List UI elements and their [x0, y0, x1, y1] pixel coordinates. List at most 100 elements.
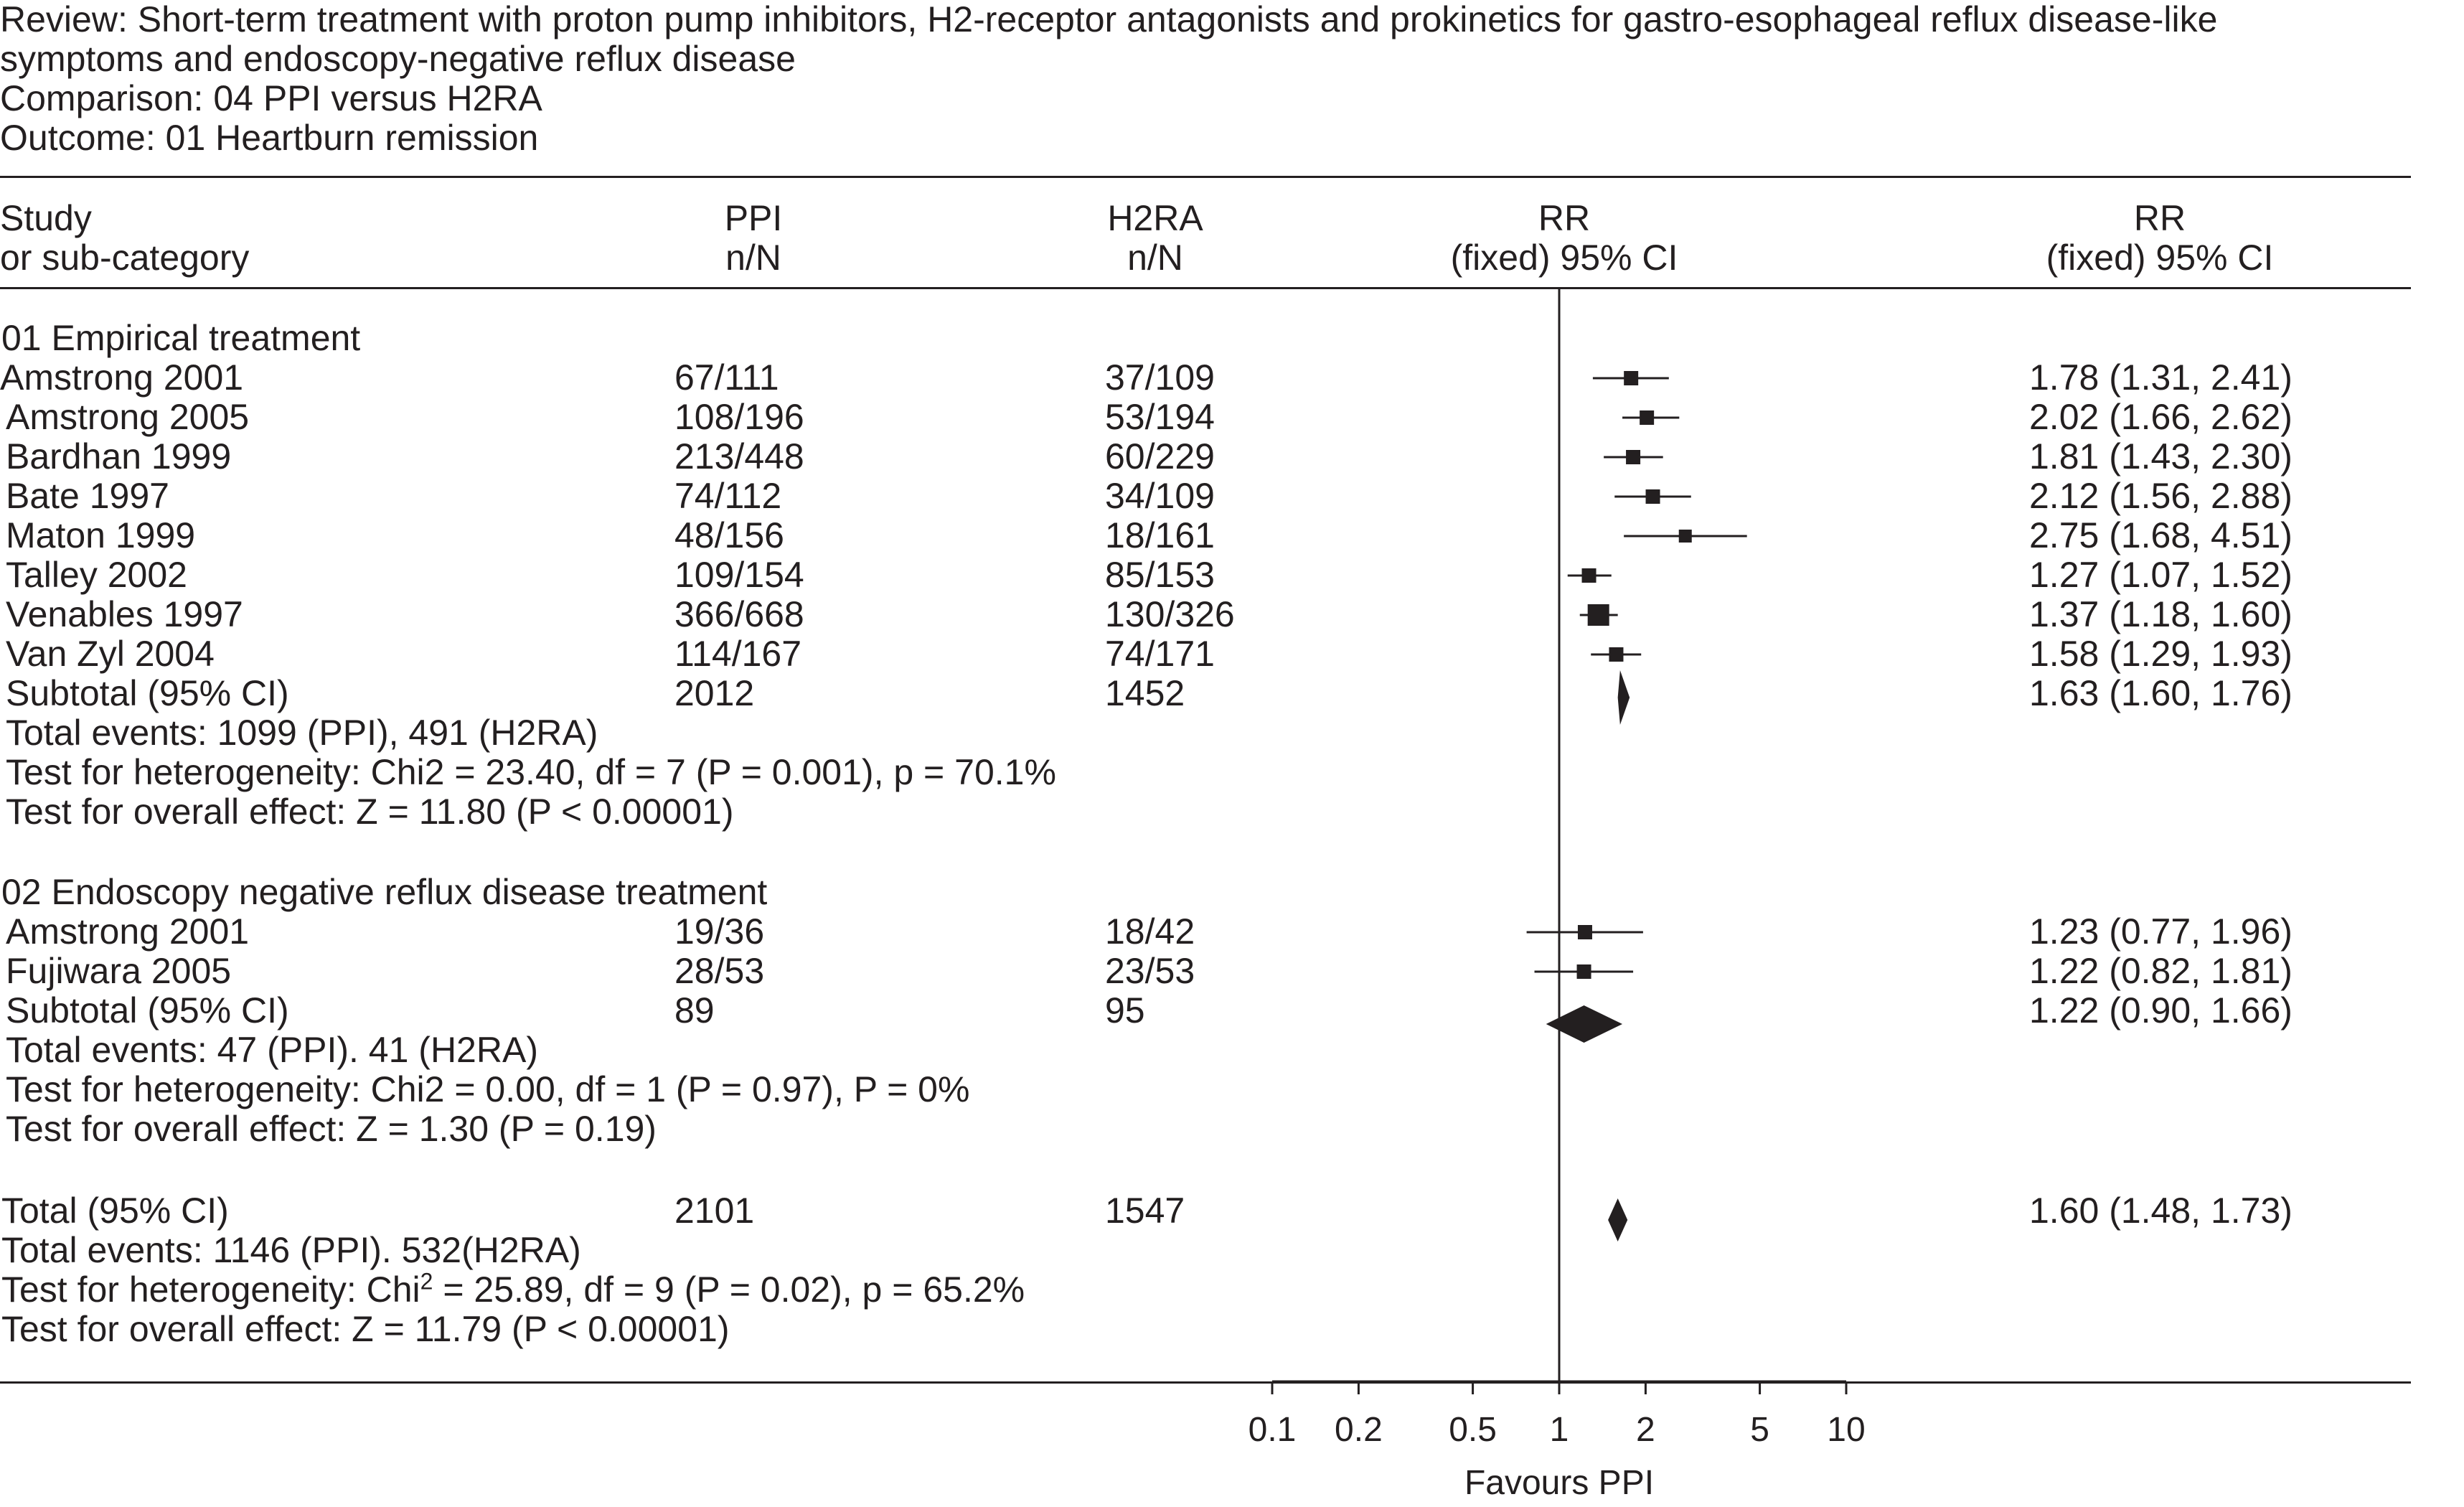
ppi-count: 213/448	[674, 436, 804, 476]
rr-value: 1.27 (1.07, 1.52)	[2029, 555, 2293, 595]
study-name: Fujiwara 2005	[6, 951, 232, 991]
study-point	[1640, 410, 1655, 425]
ppi-grand-total: 2101	[674, 1191, 755, 1231]
ppi-total: 89	[674, 990, 715, 1031]
h2ra-count: 18/42	[1105, 911, 1195, 952]
total-events-note: Total events: 1146 (PPI). 532(H2RA)	[1, 1230, 581, 1270]
study-name: Van Zyl 2004	[6, 634, 215, 674]
study-point	[1678, 530, 1692, 543]
overall-effect-note: Test for overall effect: Z = 11.80 (P < …	[6, 792, 734, 832]
header-top-rule	[0, 176, 2411, 178]
study-name: Amstrong 2005	[6, 397, 250, 437]
rr-value: 1.22 (0.90, 1.66)	[2029, 990, 2293, 1031]
h2ra-count: 130/326	[1105, 594, 1235, 634]
col-study-header-1: Study	[0, 198, 92, 238]
rr-value: 2.12 (1.56, 2.88)	[2029, 476, 2293, 516]
col-rr-header-2: (fixed) 95% CI	[2046, 238, 2274, 278]
h2ra-total: 95	[1105, 990, 1145, 1031]
x-tick-label: 5	[1750, 1411, 1769, 1449]
rr-value: 1.58 (1.29, 1.93)	[2029, 634, 2293, 674]
subtotal-label: Subtotal (95% CI)	[6, 990, 289, 1031]
h2ra-count: 60/229	[1105, 436, 1215, 476]
total-events-note: Total events: 47 (PPI). 41 (H2RA)	[6, 1030, 538, 1070]
h2ra-count: 85/153	[1105, 555, 1215, 595]
col-study-header-2: or sub-category	[0, 238, 250, 278]
rr-value: 1.37 (1.18, 1.60)	[2029, 594, 2293, 634]
h2ra-count: 34/109	[1105, 476, 1215, 516]
x-tick-label: 0.2	[1335, 1411, 1383, 1449]
study-point	[1577, 925, 1592, 939]
study-point	[1587, 604, 1609, 626]
summary-diamond	[1608, 1198, 1628, 1241]
total-events-note: Total events: 1099 (PPI), 491 (H2RA)	[6, 713, 598, 753]
study-point	[1581, 568, 1597, 583]
ppi-count: 19/36	[674, 911, 765, 952]
heterogeneity-prefix: Test for heterogeneity: Chi	[1, 1269, 420, 1310]
overall-effect-note: Test for overall effect: Z = 1.30 (P = 0…	[6, 1109, 657, 1149]
h2ra-count: 53/194	[1105, 397, 1215, 437]
x-axis-label: Favours PPI	[1464, 1464, 1654, 1502]
review-title-line1: Review: Short-term treatment with proton…	[0, 0, 2218, 39]
ppi-count: 366/668	[674, 594, 804, 634]
study-name: Venables 1997	[6, 594, 243, 634]
study-name: Maton 1999	[6, 515, 196, 555]
ppi-count: 67/111	[674, 357, 779, 398]
x-tick-label: 1	[1550, 1411, 1569, 1449]
rr-value: 1.22 (0.82, 1.81)	[2029, 951, 2293, 991]
summary-diamond	[1617, 670, 1630, 725]
ppi-count: 74/112	[674, 476, 782, 516]
ppi-count: 109/154	[674, 555, 804, 595]
study-name: Talley 2002	[6, 555, 187, 595]
comparison-label: Comparison: 04 PPI versus H2RA	[0, 78, 542, 118]
rr-value: 1.23 (0.77, 1.96)	[2029, 911, 2293, 952]
col-h2ra-header-1: H2RA	[1107, 198, 1203, 238]
group-title: 02 Endoscopy negative reflux disease tre…	[1, 872, 768, 912]
x-tick-label: 2	[1636, 1411, 1655, 1449]
rr-value: 1.81 (1.43, 2.30)	[2029, 436, 2293, 476]
study-point	[1576, 964, 1591, 979]
rr-value: 1.63 (1.60, 1.76)	[2029, 673, 2293, 713]
heterogeneity-note: Test for heterogeneity: Chi2 = 0.00, df …	[6, 1069, 970, 1109]
col-h2ra-header-2: n/N	[1127, 238, 1183, 278]
rr-value: 1.78 (1.31, 2.41)	[2029, 357, 2293, 398]
ppi-count: 108/196	[674, 397, 804, 437]
review-title-line2: symptoms and endoscopy-negative reflux d…	[0, 39, 796, 79]
x-tick-label: 0.1	[1249, 1411, 1297, 1449]
rr-value: 2.75 (1.68, 4.51)	[2029, 515, 2293, 555]
outcome-label: Outcome: 01 Heartburn remission	[0, 118, 539, 158]
h2ra-total: 1452	[1105, 673, 1185, 713]
study-point	[1626, 450, 1641, 464]
ppi-count: 28/53	[674, 951, 765, 991]
h2ra-count: 37/109	[1105, 357, 1215, 398]
rr-value: 2.02 (1.66, 2.62)	[2029, 397, 2293, 437]
study-point	[1609, 647, 1624, 662]
study-name: Amstrong 2001	[6, 911, 250, 952]
heterogeneity-note: Test for heterogeneity: Chi2 = 25.89, df…	[1, 1268, 1025, 1310]
h2ra-count: 74/171	[1105, 634, 1215, 674]
col-ppi-header-1: PPI	[724, 198, 783, 238]
study-name: Amstrong 2001	[0, 357, 244, 398]
overall-effect-note: Test for overall effect: Z = 11.79 (P < …	[1, 1309, 730, 1349]
ppi-count: 48/156	[674, 515, 784, 555]
study-point	[1624, 371, 1639, 385]
heterogeneity-note: Test for heterogeneity: Chi2 = 23.40, df…	[6, 752, 1056, 792]
col-plot-header-2: (fixed) 95% CI	[1450, 238, 1678, 278]
study-name: Bardhan 1999	[6, 436, 232, 476]
study-name: Bate 1997	[6, 476, 169, 516]
col-plot-header-1: RR	[1538, 198, 1591, 238]
study-point	[1645, 489, 1660, 504]
summary-diamond	[1546, 1005, 1623, 1043]
x-tick-label: 10	[1827, 1411, 1865, 1449]
heterogeneity-suffix: = 25.89, df = 9 (P = 0.02), p = 65.2%	[433, 1269, 1025, 1310]
x-tick-label: 0.5	[1449, 1411, 1497, 1449]
rr-value: 1.60 (1.48, 1.73)	[2029, 1191, 2293, 1231]
ppi-total: 2012	[674, 673, 755, 713]
col-ppi-header-2: n/N	[725, 238, 781, 278]
superscript-2: 2	[420, 1268, 433, 1295]
h2ra-count: 18/161	[1105, 515, 1215, 555]
ppi-count: 114/167	[674, 634, 802, 674]
h2ra-count: 23/53	[1105, 951, 1195, 991]
h2ra-grand-total: 1547	[1105, 1191, 1185, 1231]
col-rr-header-1: RR	[2133, 198, 2186, 238]
